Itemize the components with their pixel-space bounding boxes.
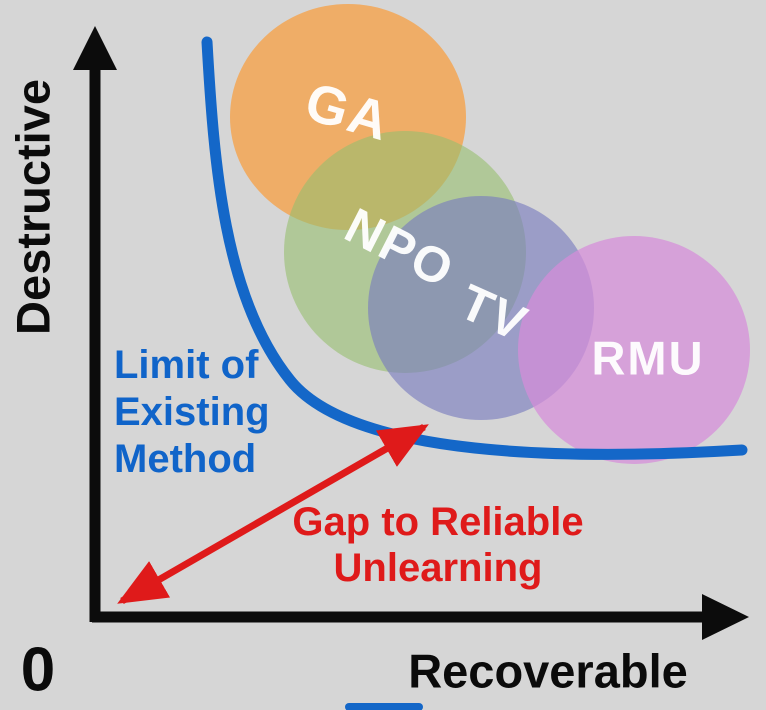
- gap-annotation: Gap to Reliable Unlearning: [257, 499, 619, 591]
- limit-annotation-line2: Existing: [114, 390, 270, 434]
- y-axis: [73, 26, 117, 622]
- origin-label: 0: [20, 635, 56, 705]
- limit-annotation: Limit of Existing Method: [114, 342, 270, 483]
- y-axis-label: Destructive: [6, 79, 60, 335]
- x-axis: [92, 594, 749, 640]
- bubble-label-rmu: RMU: [591, 331, 705, 385]
- cropped-edge-artifact: [345, 703, 423, 710]
- gap-arrow: [117, 423, 429, 605]
- limit-curve: [201, 36, 748, 460]
- bubble-rmu: [518, 236, 750, 464]
- x-axis-label: Recoverable: [408, 644, 688, 698]
- limit-annotation-line1: Limit of: [114, 343, 259, 387]
- gap-annotation-line2: Unlearning: [333, 546, 543, 590]
- gap-annotation-line1: Gap to Reliable: [292, 500, 584, 544]
- limit-annotation-line3: Method: [114, 437, 257, 481]
